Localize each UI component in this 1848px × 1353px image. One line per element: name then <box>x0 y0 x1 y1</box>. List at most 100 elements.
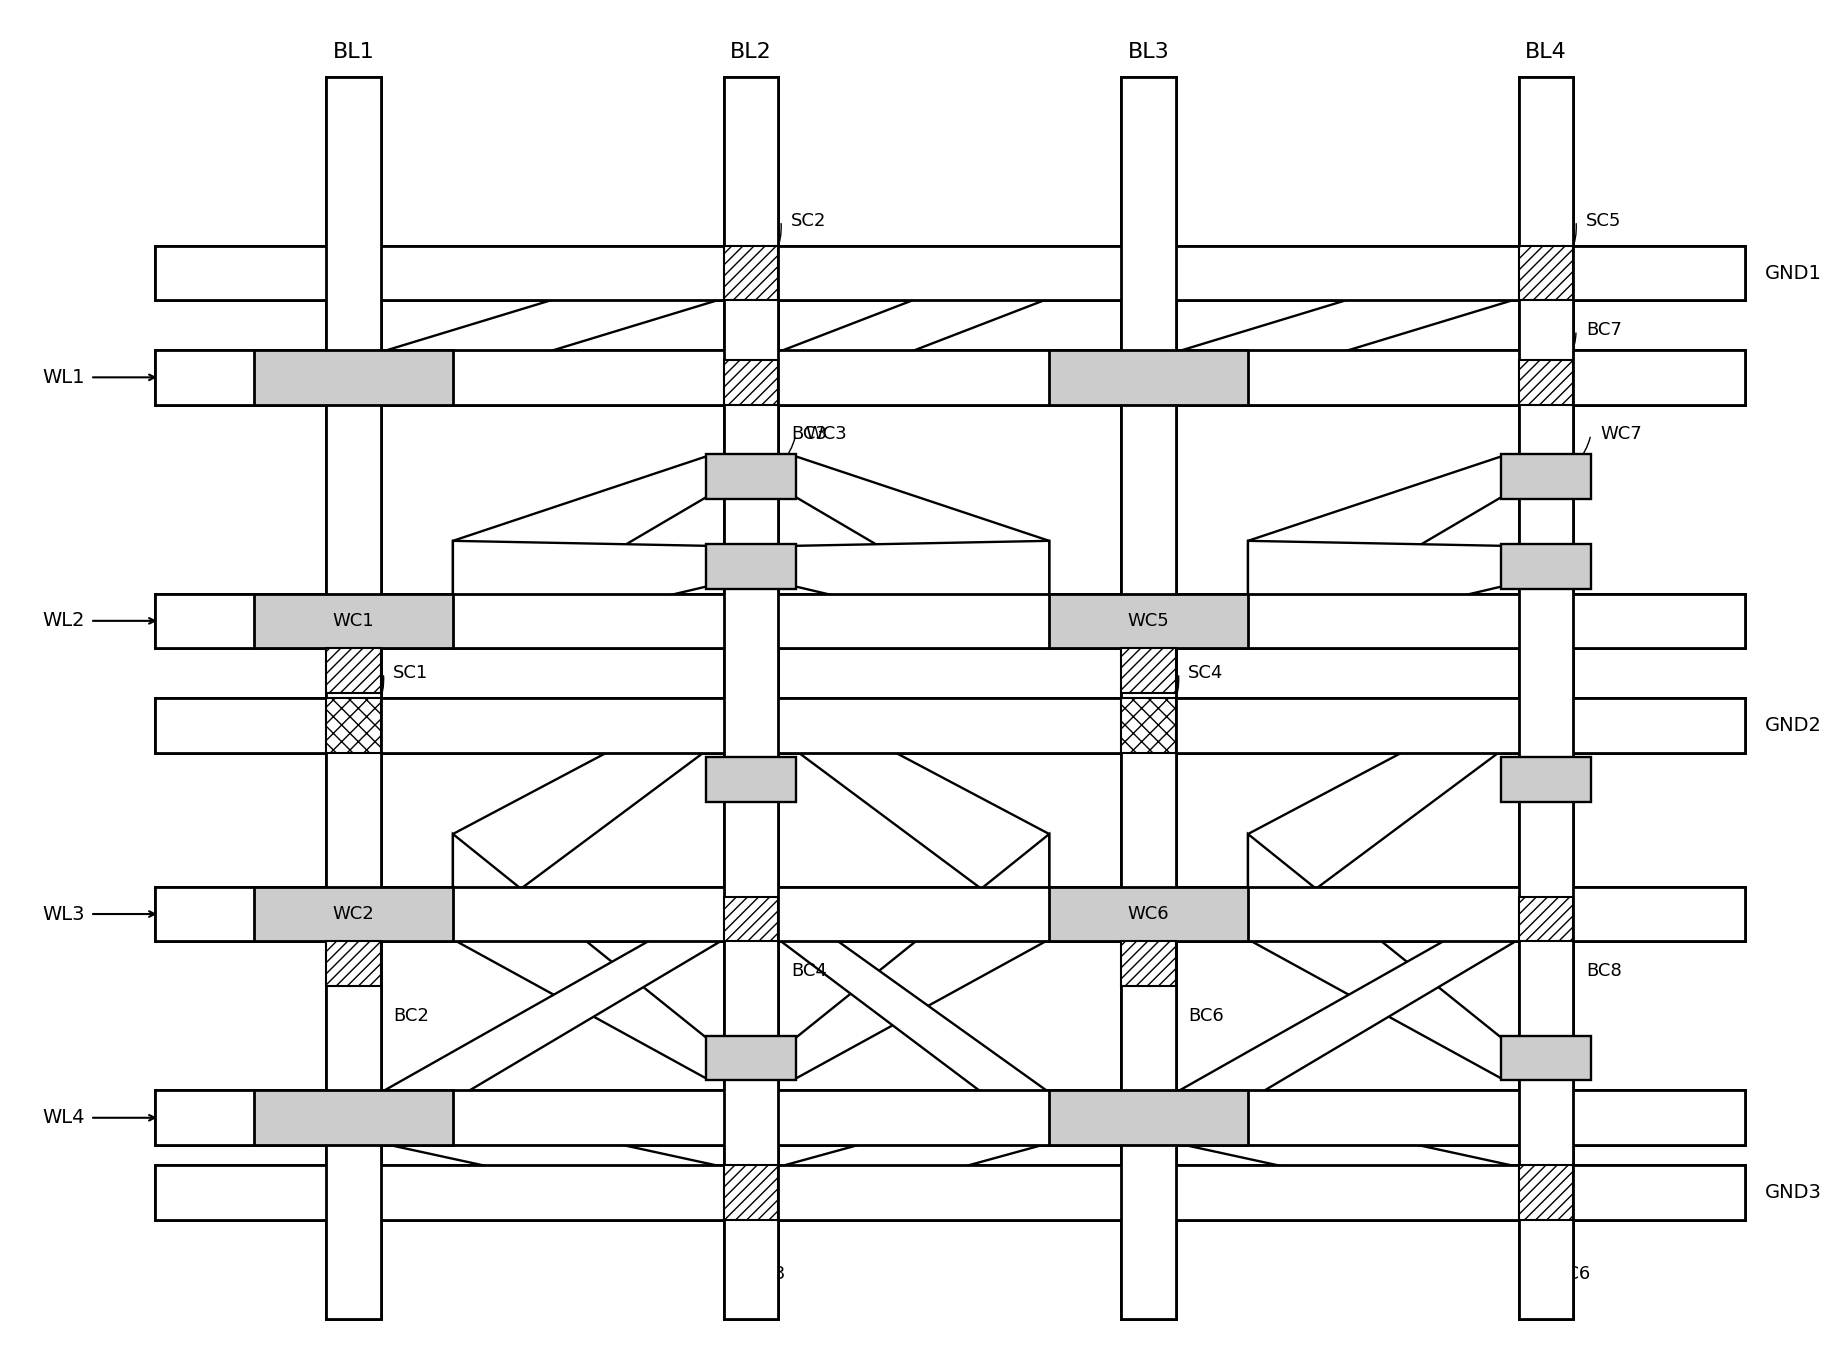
Text: BL2: BL2 <box>730 42 772 62</box>
Polygon shape <box>453 456 706 647</box>
Bar <box>1519 1165 1573 1219</box>
Polygon shape <box>381 898 724 1143</box>
Text: BC6: BC6 <box>1188 1007 1223 1024</box>
Bar <box>155 1165 1745 1219</box>
Bar <box>724 246 778 300</box>
Polygon shape <box>1247 700 1501 939</box>
Bar <box>724 360 778 405</box>
Polygon shape <box>778 898 1050 1143</box>
Bar <box>706 544 796 589</box>
Bar <box>255 1091 453 1145</box>
Bar <box>155 350 1745 405</box>
Bar <box>1122 698 1175 752</box>
Text: WC4: WC4 <box>806 1101 848 1119</box>
Bar <box>1050 886 1247 942</box>
Polygon shape <box>1247 456 1501 647</box>
Polygon shape <box>778 1092 1050 1218</box>
Text: BC1: BC1 <box>394 609 429 628</box>
Text: BC3: BC3 <box>791 425 826 444</box>
Bar <box>155 698 1745 752</box>
Bar <box>724 77 778 1319</box>
Bar <box>1519 360 1573 405</box>
Polygon shape <box>796 700 1050 939</box>
Bar <box>706 758 796 802</box>
Bar <box>706 1036 796 1081</box>
Bar <box>155 698 1745 752</box>
Polygon shape <box>453 700 706 939</box>
Bar <box>1501 1036 1591 1081</box>
Polygon shape <box>1175 898 1519 1143</box>
Text: GND2: GND2 <box>1765 716 1822 735</box>
Text: GND3: GND3 <box>1765 1183 1822 1201</box>
Text: WC7: WC7 <box>1600 425 1643 444</box>
Polygon shape <box>381 352 724 403</box>
Bar <box>327 942 381 986</box>
Bar <box>724 1165 778 1219</box>
Bar <box>155 1165 1745 1219</box>
Bar <box>155 594 1745 648</box>
Bar <box>1519 897 1573 942</box>
Bar <box>255 350 453 405</box>
Text: SC6: SC6 <box>1556 1265 1591 1283</box>
Bar <box>1501 758 1591 802</box>
Polygon shape <box>778 248 1050 403</box>
Polygon shape <box>796 833 1050 1078</box>
Polygon shape <box>453 833 706 1078</box>
Bar <box>1050 1091 1247 1145</box>
Bar <box>1501 544 1591 589</box>
Text: SC5: SC5 <box>1586 212 1621 230</box>
Bar <box>1501 455 1591 499</box>
Bar <box>706 455 796 499</box>
Polygon shape <box>381 248 724 403</box>
Text: WL1: WL1 <box>43 368 85 387</box>
Bar <box>155 886 1745 942</box>
Polygon shape <box>796 456 1050 647</box>
Polygon shape <box>453 541 706 647</box>
Bar <box>1122 77 1175 1319</box>
Bar <box>155 246 1745 300</box>
Polygon shape <box>1175 1092 1519 1218</box>
Text: WC2: WC2 <box>333 905 375 923</box>
Text: BC7: BC7 <box>1586 321 1623 340</box>
Text: BC5: BC5 <box>1188 609 1223 628</box>
Text: WC5: WC5 <box>1127 612 1170 630</box>
Bar <box>327 698 381 752</box>
Bar <box>155 350 1745 405</box>
Text: SC1: SC1 <box>394 664 429 682</box>
Bar <box>327 648 381 693</box>
Bar <box>1050 594 1247 648</box>
Polygon shape <box>1175 248 1519 403</box>
Polygon shape <box>381 1092 724 1218</box>
Bar <box>155 594 1745 648</box>
Text: WC3: WC3 <box>806 425 848 444</box>
Text: BC2: BC2 <box>394 1007 429 1024</box>
Polygon shape <box>1247 541 1501 647</box>
Text: WL4: WL4 <box>43 1108 85 1127</box>
Bar <box>1122 942 1175 986</box>
Bar <box>1519 246 1573 300</box>
Text: SC4: SC4 <box>1188 664 1223 682</box>
Bar <box>155 1091 1745 1145</box>
Text: SC2: SC2 <box>791 212 826 230</box>
Bar <box>1122 77 1175 1319</box>
Text: SC3: SC3 <box>750 1265 787 1283</box>
Polygon shape <box>778 352 1050 403</box>
Text: BL4: BL4 <box>1525 42 1567 62</box>
Text: GND1: GND1 <box>1765 264 1822 283</box>
Bar <box>724 897 778 942</box>
Bar <box>724 77 778 1319</box>
Bar <box>155 886 1745 942</box>
Text: WC8: WC8 <box>1600 1101 1643 1119</box>
Bar <box>327 77 381 1319</box>
Text: WC6: WC6 <box>1127 905 1170 923</box>
Bar <box>327 77 381 1319</box>
Text: WC1: WC1 <box>333 612 375 630</box>
Text: BL3: BL3 <box>1127 42 1170 62</box>
Bar <box>1050 350 1247 405</box>
Text: BC8: BC8 <box>1586 962 1623 980</box>
Bar <box>155 246 1745 300</box>
Bar <box>255 594 453 648</box>
Text: WL3: WL3 <box>43 905 85 924</box>
Bar <box>1122 648 1175 693</box>
Bar <box>1519 77 1573 1319</box>
